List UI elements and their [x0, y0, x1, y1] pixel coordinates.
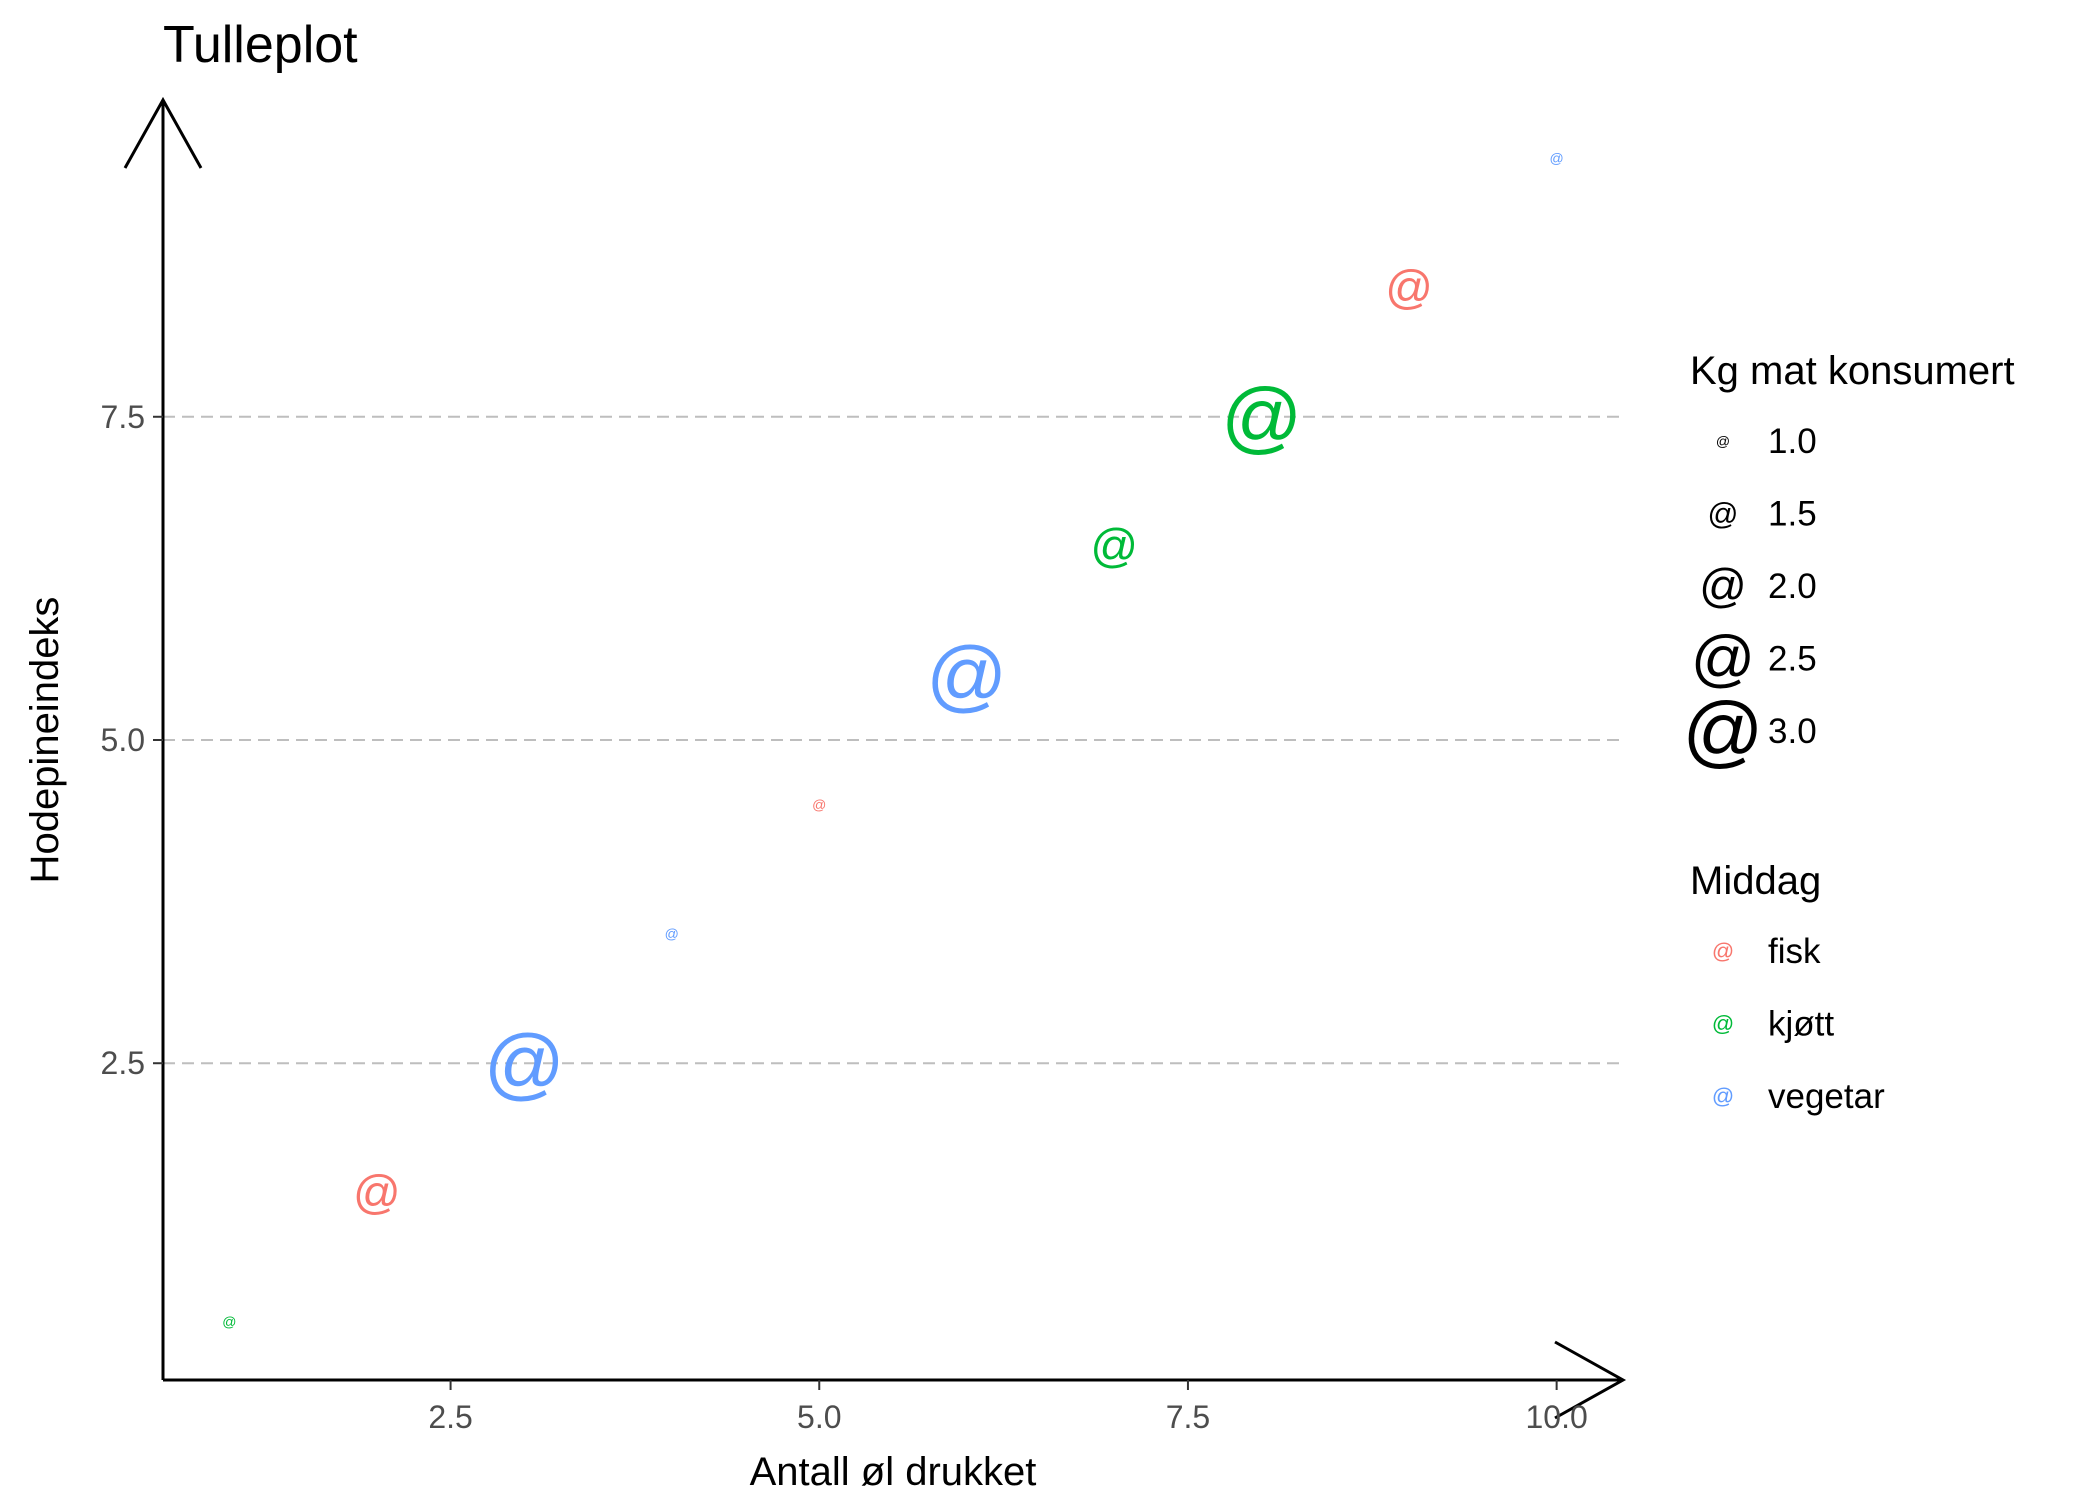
size-legend-label-1: 1.5 [1768, 495, 1817, 534]
data-point-10: @ [1550, 150, 1564, 166]
size-legend-key-0: @ [1716, 433, 1730, 449]
x-axis-title: Antall øl drukket [750, 1450, 1037, 1494]
data-point-5: @ [812, 796, 826, 812]
color-legend: Middag @ fisk @ kjøtt @ vegetar [1690, 859, 1885, 1116]
size-legend-entries: @1.0@ 1.5@ 2.0@ 2.5@ 3.0 [1682, 422, 1816, 775]
size-legend-label-4: 3.0 [1768, 712, 1817, 751]
data-point-9: @ [1385, 260, 1433, 313]
color-legend-label-1: kjøtt [1768, 1005, 1834, 1044]
color-legend-key-2: @ [1712, 1083, 1734, 1108]
data-point-6: @ [926, 631, 1007, 720]
y-axis-arrowhead [123, 96, 203, 169]
x-tick-label-3: 10.0 [1525, 1399, 1587, 1435]
axis-ticks: 2.5 5.0 7.5 10.0 2.5 5.0 7.5 [101, 399, 1588, 1435]
size-legend-label-0: 1.0 [1768, 422, 1817, 461]
color-legend-label-2: vegetar [1768, 1077, 1885, 1116]
data-points: @ @ @ @ @ @ @ @ @ @ [222, 150, 1563, 1330]
data-point-4: @ [665, 926, 679, 942]
x-tick-label-0: 2.5 [428, 1399, 472, 1435]
size-legend: Kg mat konsumert @1.0@ 1.5@ 2.0@ 2.5@ 3.0 [1682, 349, 2014, 775]
color-legend-label-0: fisk [1768, 932, 1821, 971]
color-legend-key-1: @ [1712, 1011, 1734, 1036]
color-legend-title: Middag [1690, 859, 1821, 903]
x-tick-label-2: 7.5 [1166, 1399, 1210, 1435]
size-legend-key-4: @ [1682, 686, 1763, 775]
chart-title: Tulleplot [163, 16, 358, 74]
size-legend-key-2: @ [1699, 559, 1747, 612]
x-axis-arrowhead [1554, 1340, 1627, 1420]
color-legend-entries: @ fisk @ kjøtt @ vegetar [1712, 932, 1885, 1116]
y-tick-label-2: 7.5 [101, 399, 145, 435]
size-legend-key-3: @ [1691, 624, 1755, 694]
size-legend-label-3: 2.5 [1768, 640, 1817, 679]
data-point-1: @ [222, 1314, 236, 1330]
data-point-2: @ [353, 1166, 401, 1219]
x-tick-label-1: 5.0 [797, 1399, 841, 1435]
data-point-3: @ [484, 1018, 565, 1107]
y-axis-title: Hodepineindeks [23, 597, 67, 884]
y-tick-label-1: 5.0 [101, 722, 145, 758]
size-legend-label-2: 2.0 [1768, 567, 1817, 606]
size-legend-title: Kg mat konsumert [1690, 349, 2015, 393]
y-tick-label-0: 2.5 [101, 1045, 145, 1081]
color-legend-key-0: @ [1712, 938, 1734, 963]
grid-lines [163, 415, 1623, 1065]
size-legend-key-1: @ [1708, 497, 1739, 531]
data-point-7: @ [1090, 519, 1138, 572]
data-point-8: @ [1221, 372, 1302, 461]
